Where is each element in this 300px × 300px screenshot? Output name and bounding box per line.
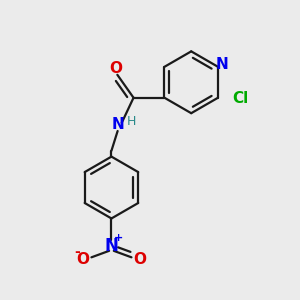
Text: +: + [114,233,123,244]
Text: Cl: Cl [232,92,248,106]
Text: -: - [74,245,80,259]
Text: N: N [216,57,229,72]
Text: O: O [110,61,122,76]
Text: O: O [77,252,90,267]
Text: N: N [104,237,118,255]
Text: N: N [111,117,124,132]
Text: H: H [127,115,136,128]
Text: O: O [133,252,146,267]
